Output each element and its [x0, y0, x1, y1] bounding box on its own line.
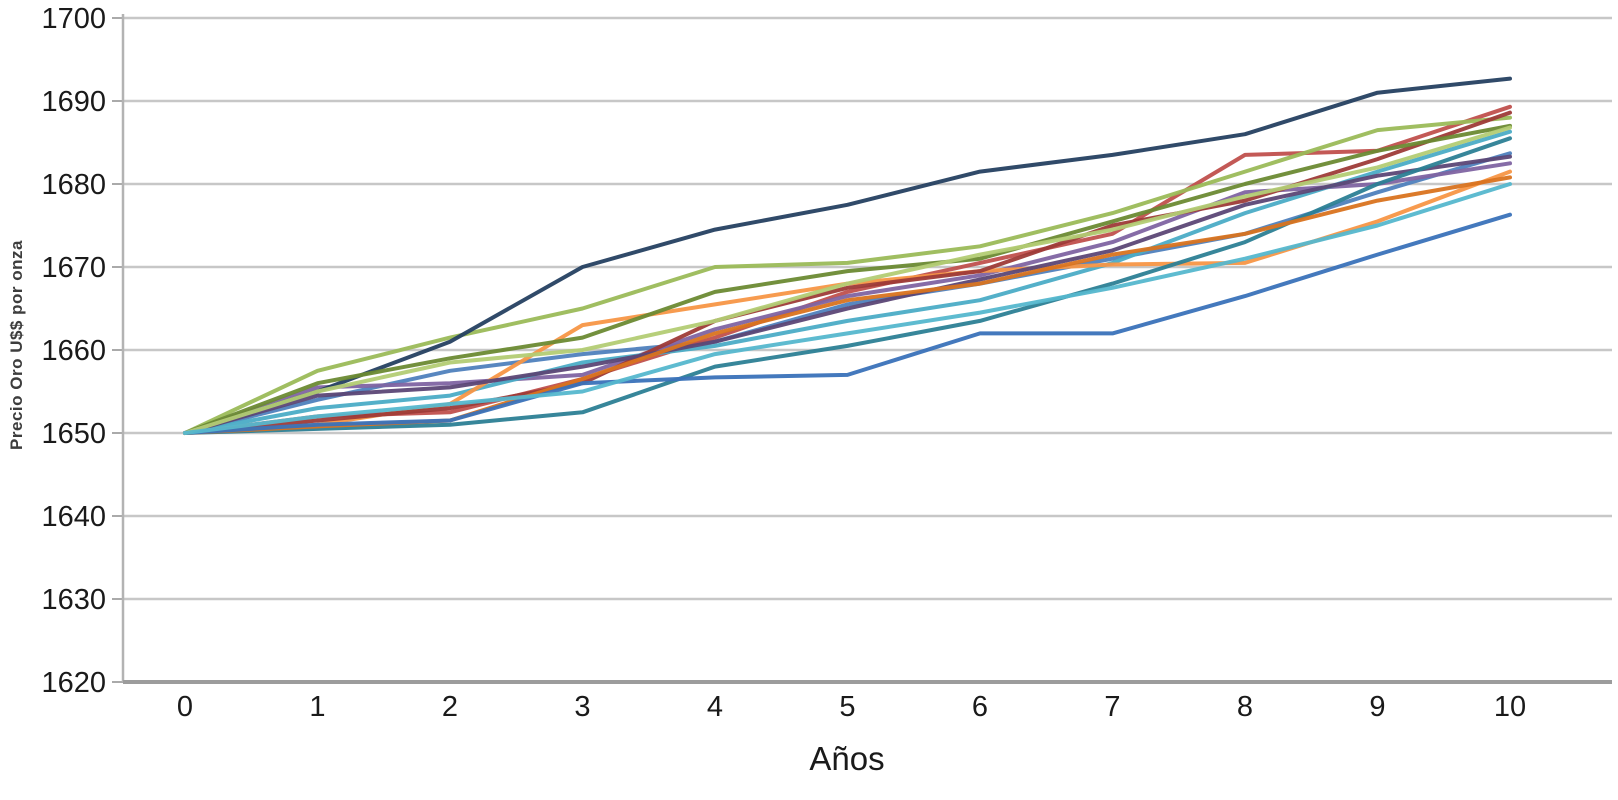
x-tick-label: 10 [1494, 691, 1526, 723]
labels-layer: 1620 1630 1640 1650 1660 1670 1680 1690 1700 0 1 2 3… [41, 3, 1526, 723]
y-tick-label: 1630 [41, 584, 106, 616]
x-axis-title: Años [809, 740, 884, 777]
series-line-sim-6 [183, 169, 1512, 435]
x-tick-label: 6 [972, 691, 988, 723]
y-tick-label: 1660 [41, 335, 106, 367]
x-tick-label: 1 [309, 691, 325, 723]
y-tick-label: 1680 [41, 169, 106, 201]
x-tick-label: 5 [839, 691, 855, 723]
series-line-sim-5 [183, 129, 1512, 435]
x-tick-label: 3 [574, 691, 590, 723]
axes-layer [112, 14, 1612, 684]
series-line-sim-15 [183, 182, 1512, 435]
gridlines-layer [123, 16, 1612, 684]
series-layer [183, 76, 1512, 435]
y-tick-label: 1620 [41, 667, 106, 699]
series-line-sim-4 [183, 161, 1512, 435]
x-tick-label: 8 [1237, 691, 1253, 723]
series-line-sim-14 [183, 125, 1512, 435]
series-line-sim-7 [183, 76, 1512, 435]
series-line-sim-3 [183, 115, 1512, 435]
y-tick-label: 1640 [41, 501, 106, 533]
series-line-sim-10 [183, 154, 1512, 435]
y-tick-label: 1700 [41, 3, 106, 35]
y-axis-title: Precio Oro U$$ por onza [7, 240, 26, 450]
x-tick-label: 0 [177, 691, 193, 723]
x-tick-label: 2 [442, 691, 458, 723]
x-tick-label: 9 [1369, 691, 1385, 723]
series-line-sim-1 [183, 151, 1512, 435]
series-line-sim-13 [183, 212, 1512, 435]
x-tick-label: 4 [707, 691, 723, 723]
y-tick-label: 1670 [41, 252, 106, 284]
y-tick-label: 1690 [41, 86, 106, 118]
y-tick-label: 1650 [41, 418, 106, 450]
x-tick-label: 7 [1104, 691, 1120, 723]
series-line-sim-9 [183, 123, 1512, 435]
